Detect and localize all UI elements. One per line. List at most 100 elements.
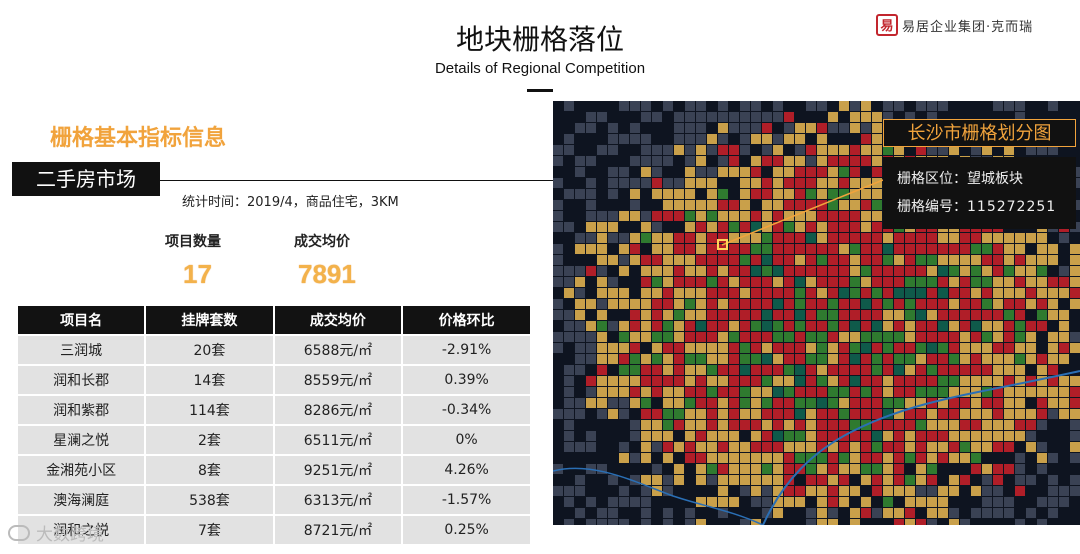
- grid-cell: [828, 365, 838, 375]
- grid-cell: [685, 365, 695, 375]
- grid-cell: [905, 442, 915, 452]
- grid-cell: [663, 431, 673, 441]
- grid-cell: [839, 299, 849, 309]
- grid-cell: [861, 156, 871, 166]
- grid-cell: [982, 508, 992, 518]
- grid-cell: [872, 255, 882, 265]
- grid-cell: [674, 200, 684, 210]
- grid-cell: [608, 343, 618, 353]
- grid-cell: [795, 299, 805, 309]
- grid-cell: [762, 244, 772, 254]
- grid-cell: [806, 244, 816, 254]
- grid-cell: [597, 211, 607, 221]
- grid-cell: [1070, 431, 1080, 441]
- grid-cell: [718, 486, 728, 496]
- grid-cell: [575, 123, 585, 133]
- grid-cell: [1004, 277, 1014, 287]
- grid-cell: [663, 475, 673, 485]
- grid-cell: [696, 453, 706, 463]
- grid-cell: [751, 156, 761, 166]
- grid-cell: [718, 211, 728, 221]
- grid-cell: [938, 431, 948, 441]
- grid-cell: [751, 497, 761, 507]
- grid-cell: [1037, 464, 1047, 474]
- grid-cell: [817, 387, 827, 397]
- grid-cell: [608, 376, 618, 386]
- grid-cell: [993, 277, 1003, 287]
- grid-cell: [960, 266, 970, 276]
- grid-cell: [707, 255, 717, 265]
- grid-cell: [949, 288, 959, 298]
- grid-cell: [795, 244, 805, 254]
- grid-cell: [696, 387, 706, 397]
- grid-cell: [729, 464, 739, 474]
- grid-cell: [685, 453, 695, 463]
- grid-cell: [806, 211, 816, 221]
- grid-cell: [817, 475, 827, 485]
- grid-cell: [696, 288, 706, 298]
- grid-cell: [927, 255, 937, 265]
- grid-cell: [564, 288, 574, 298]
- grid-cell: [718, 112, 728, 122]
- grid-cell: [960, 321, 970, 331]
- logo-seal-icon: 易: [876, 14, 898, 36]
- grid-cell: [817, 310, 827, 320]
- section-title: 栅格基本指标信息: [50, 126, 227, 151]
- grid-cell: [905, 398, 915, 408]
- grid-cell: [1004, 376, 1014, 386]
- grid-cell: [685, 332, 695, 342]
- grid-cell: [971, 310, 981, 320]
- grid-cell: [641, 233, 651, 243]
- grid-cell: [685, 409, 695, 419]
- grid-cell: [751, 409, 761, 419]
- grid-cell: [949, 519, 959, 525]
- grid-cell: [630, 134, 640, 144]
- grid-cell: [1048, 486, 1058, 496]
- grid-cell: [971, 277, 981, 287]
- grid-cell: [762, 200, 772, 210]
- grid-cell: [795, 189, 805, 199]
- grid-cell: [1015, 277, 1025, 287]
- grid-cell: [707, 431, 717, 441]
- grid-cell: [685, 233, 695, 243]
- grid-cell: [707, 409, 717, 419]
- grid-cell: [1015, 266, 1025, 276]
- grid-cell: [685, 299, 695, 309]
- grid-id-row: 栅格编号：115272251: [897, 193, 1076, 221]
- grid-cell: [1026, 431, 1036, 441]
- grid-cell: [817, 508, 827, 518]
- grid-cell: [586, 211, 596, 221]
- grid-cell: [597, 409, 607, 419]
- grid-cell: [553, 222, 563, 232]
- grid-cell: [685, 376, 695, 386]
- grid-cell: [1037, 244, 1047, 254]
- grid-cell: [729, 497, 739, 507]
- page-title: 地块栅格落位: [455, 23, 624, 56]
- grid-cell: [751, 123, 761, 133]
- grid-cell: [674, 354, 684, 364]
- grid-cell: [839, 409, 849, 419]
- grid-cell: [553, 409, 563, 419]
- grid-cell: [641, 376, 651, 386]
- grid-cell: [707, 464, 717, 474]
- grid-cell: [916, 299, 926, 309]
- grid-cell: [696, 255, 706, 265]
- grid-cell: [674, 420, 684, 430]
- grid-cell: [872, 387, 882, 397]
- grid-cell: [982, 277, 992, 287]
- grid-cell: [872, 244, 882, 254]
- grid-cell: [960, 233, 970, 243]
- grid-cell: [839, 332, 849, 342]
- grid-cell: [872, 343, 882, 353]
- grid-cell: [861, 112, 871, 122]
- grid-cell: [630, 365, 640, 375]
- grid-cell: [641, 420, 651, 430]
- grid-cell: [1026, 343, 1036, 353]
- grid-cell: [751, 211, 761, 221]
- grid-cell: [685, 321, 695, 331]
- grid-cell: [696, 145, 706, 155]
- grid-cell: [817, 288, 827, 298]
- grid-cell: [762, 310, 772, 320]
- grid-cell: [784, 299, 794, 309]
- grid-cell: [1015, 464, 1025, 474]
